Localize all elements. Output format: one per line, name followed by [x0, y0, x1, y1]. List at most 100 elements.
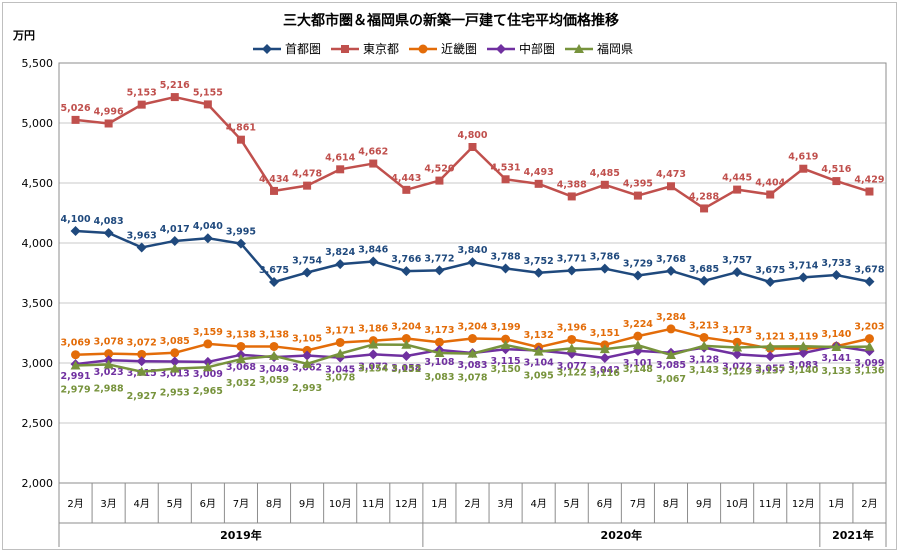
- data-label: 2,953: [160, 388, 190, 399]
- data-point: [368, 349, 379, 360]
- data-label: 3,733: [821, 258, 851, 269]
- data-point: [203, 339, 213, 349]
- data-point: [599, 263, 610, 274]
- x-tick-label: 11月: [759, 498, 782, 510]
- x-tick-label: 1月: [828, 498, 844, 510]
- data-label: 3,204: [457, 322, 487, 333]
- data-label: 4,288: [689, 191, 719, 202]
- data-point: [236, 341, 246, 351]
- data-label: 3,069: [61, 338, 91, 349]
- data-label: 3,714: [788, 260, 818, 271]
- data-label: 4,800: [457, 130, 487, 141]
- data-point: [766, 190, 775, 199]
- y-tick-label: 5,000: [22, 117, 54, 130]
- data-point: [665, 349, 676, 359]
- data-label: 2,927: [127, 391, 157, 402]
- data-label: 3,685: [689, 264, 719, 275]
- data-point: [699, 340, 710, 350]
- data-point: [831, 342, 842, 352]
- data-point: [368, 339, 379, 349]
- data-label: 3,140: [788, 365, 818, 376]
- data-label: 3,083: [788, 360, 818, 371]
- data-label: 4,493: [524, 167, 554, 178]
- data-label: 3,068: [226, 362, 256, 373]
- data-point: [699, 275, 710, 286]
- x-tick-label: 5月: [564, 498, 580, 510]
- line-chart: 三大都市圏＆福岡県の新築一戸建て住宅平均価格推移 万円 首都圏 東京都 近畿圏 中部圏…: [12, 12, 887, 547]
- legend-entry: 近畿圏: [441, 42, 477, 56]
- data-label: 3,129: [722, 367, 752, 378]
- data-label: 3,138: [226, 329, 256, 340]
- legend-marker: [574, 44, 584, 53]
- data-label: 4,619: [788, 152, 818, 163]
- data-label: 3,108: [424, 357, 454, 368]
- y-axis-label: 万円: [12, 29, 35, 42]
- data-label: 4,434: [259, 174, 289, 185]
- data-label: 4,485: [590, 168, 620, 179]
- data-label: 3,121: [755, 331, 785, 342]
- data-point: [732, 267, 743, 278]
- y-tick-label: 3,500: [22, 297, 54, 310]
- data-point: [203, 100, 212, 109]
- y-tick-label: 4,500: [22, 177, 54, 190]
- data-point: [434, 348, 445, 358]
- data-label: 3,095: [524, 371, 554, 382]
- data-point: [434, 337, 444, 347]
- data-label: 3,049: [259, 364, 289, 375]
- data-point: [401, 266, 412, 277]
- data-point: [566, 265, 577, 276]
- data-point: [169, 356, 180, 367]
- data-point: [202, 362, 213, 372]
- data-label: 3,678: [854, 265, 884, 276]
- legend-marker: [341, 45, 349, 53]
- data-point: [765, 277, 776, 287]
- data-point: [832, 177, 841, 186]
- data-label: 3,062: [292, 363, 322, 374]
- data-label: 3,754: [292, 256, 322, 267]
- data-point: [170, 348, 180, 358]
- data-point: [269, 350, 280, 360]
- y-tick-label: 5,500: [22, 57, 54, 70]
- x-tick-label: 7月: [630, 498, 646, 510]
- data-label: 5,216: [160, 80, 190, 91]
- data-point: [335, 259, 346, 270]
- data-label: 3,042: [590, 365, 620, 376]
- year-label: 2019年: [220, 528, 262, 542]
- data-point: [269, 341, 279, 351]
- data-point: [435, 176, 444, 185]
- data-label: 3,143: [689, 365, 719, 376]
- data-label: 3,199: [491, 322, 521, 333]
- data-point: [137, 100, 146, 109]
- data-point: [534, 179, 543, 188]
- data-point: [70, 360, 81, 370]
- data-point: [500, 263, 511, 274]
- x-tick-label: 6月: [597, 498, 613, 510]
- data-point: [71, 115, 80, 124]
- data-label: 3,078: [325, 373, 355, 384]
- year-label: 2021年: [832, 528, 874, 542]
- data-label: 3,995: [226, 227, 256, 238]
- data-label: 3,077: [557, 361, 587, 372]
- data-point: [864, 334, 874, 344]
- data-point: [864, 276, 875, 287]
- data-label: 3,009: [193, 369, 223, 380]
- data-point: [567, 192, 576, 201]
- grid-lines: [58, 62, 887, 484]
- data-point: [269, 277, 280, 287]
- data-point: [732, 342, 743, 352]
- data-label: 3,138: [259, 329, 289, 340]
- data-label: 3,104: [524, 358, 554, 369]
- data-point: [467, 257, 478, 268]
- data-label: 3,840: [457, 245, 487, 256]
- data-label: 3,284: [656, 312, 686, 323]
- data-point: [533, 267, 544, 278]
- y-tick-label: 4,000: [22, 237, 54, 250]
- data-point: [732, 349, 743, 360]
- data-point: [336, 165, 345, 174]
- data-label: 4,614: [325, 152, 355, 163]
- data-label: 3,141: [821, 353, 851, 364]
- data-label: 3,757: [722, 255, 752, 266]
- data-point: [401, 351, 412, 362]
- x-tick-label: 7月: [233, 498, 249, 510]
